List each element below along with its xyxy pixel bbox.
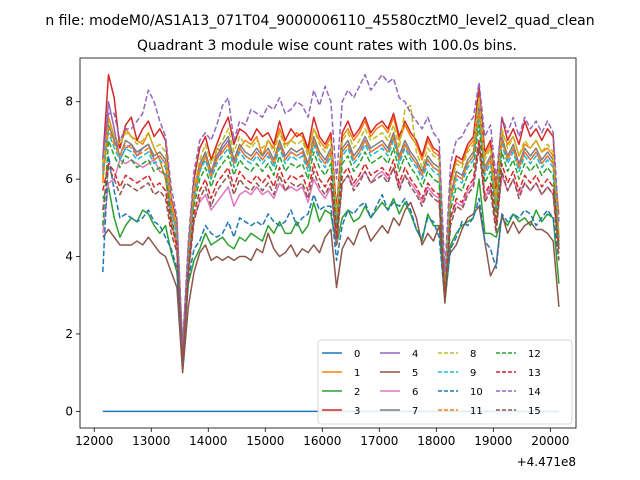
legend-label-2: 2 xyxy=(354,387,360,398)
x-tick-label: 13000 xyxy=(132,434,170,448)
legend-label-14: 14 xyxy=(528,387,541,398)
x-tick-label: 18000 xyxy=(417,434,455,448)
y-tick-label: 0 xyxy=(65,404,73,418)
legend-label-3: 3 xyxy=(354,406,360,417)
y-tick-label: 6 xyxy=(65,172,73,186)
x-tick-label: 17000 xyxy=(360,434,398,448)
legend-label-1: 1 xyxy=(354,368,360,379)
x-tick-label: 20000 xyxy=(531,434,569,448)
legend-label-6: 6 xyxy=(412,387,418,398)
y-axis: 0 2 4 6 8 xyxy=(65,95,80,418)
x-axis: 12000 13000 14000 15000 16000 17000 18000 19000… xyxy=(75,428,569,448)
legend-label-9: 9 xyxy=(470,368,476,379)
legend-label-8: 8 xyxy=(470,349,476,360)
legend-label-5: 5 xyxy=(412,368,418,379)
legend-label-15: 15 xyxy=(528,406,541,417)
series-10-line xyxy=(102,155,560,362)
figure-suptitle: n file: modeM0/AS1A13_071T04_9000006110_… xyxy=(45,13,594,29)
legend-label-11: 11 xyxy=(470,406,483,417)
series-15-line xyxy=(102,147,560,362)
series-13-line xyxy=(102,139,560,358)
x-tick-label: 16000 xyxy=(303,434,341,448)
legend-label-12: 12 xyxy=(528,349,541,360)
legend-label-7: 7 xyxy=(412,406,418,417)
x-offset-label: +4.471e8 xyxy=(517,455,576,469)
legend-label-10: 10 xyxy=(470,387,483,398)
legend-label-13: 13 xyxy=(528,368,541,379)
x-tick-label: 19000 xyxy=(474,434,512,448)
legend-label-4: 4 xyxy=(412,349,418,360)
y-tick-label: 8 xyxy=(65,95,73,109)
x-tick-label: 12000 xyxy=(75,434,113,448)
legend-box xyxy=(317,339,573,425)
x-tick-label: 14000 xyxy=(189,434,227,448)
x-tick-label: 15000 xyxy=(246,434,284,448)
legend-label-0: 0 xyxy=(354,349,360,360)
series-layer xyxy=(102,73,560,413)
series-14-line xyxy=(102,73,560,347)
axes-border xyxy=(79,57,577,429)
y-tick-label: 4 xyxy=(65,250,73,264)
y-tick-label: 2 xyxy=(65,327,73,341)
series-11-line xyxy=(102,112,560,355)
chart-title: Quadrant 3 module wise count rates with … xyxy=(137,38,517,54)
